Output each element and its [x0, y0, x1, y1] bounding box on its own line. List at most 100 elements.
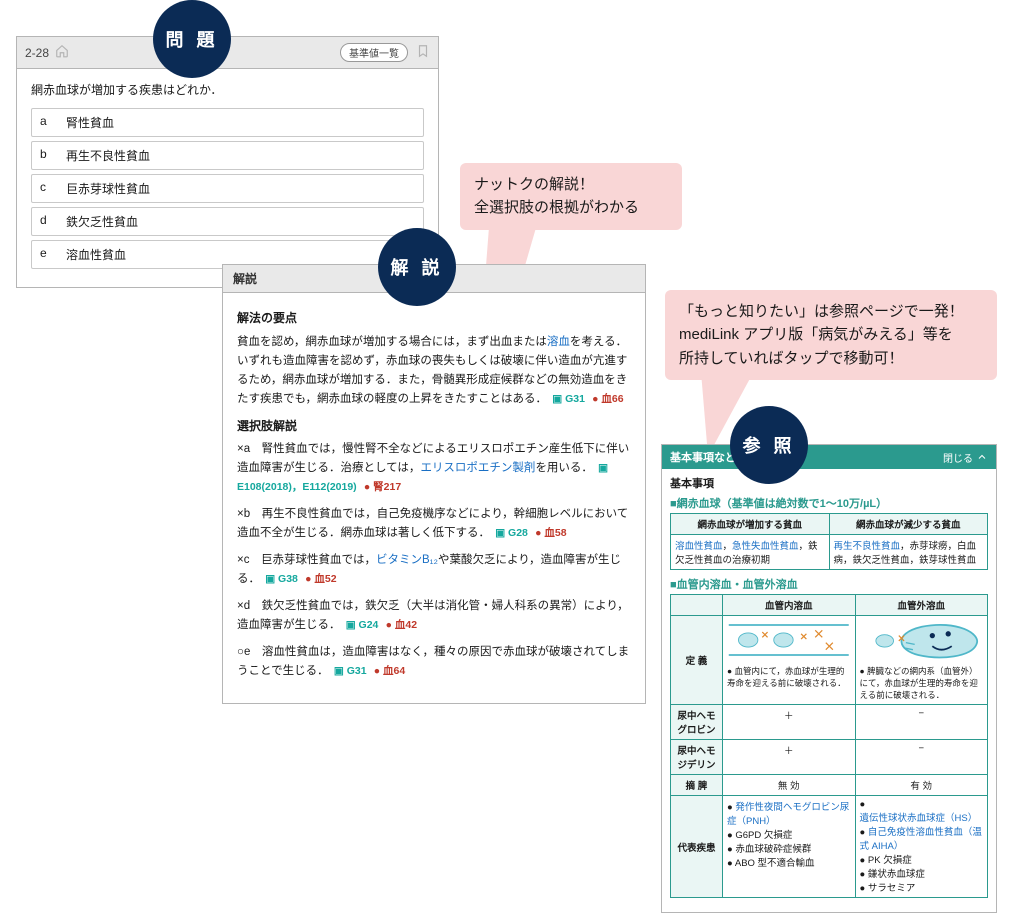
reference-sec2: ■血管内溶血・血管外溶血: [670, 576, 988, 592]
link[interactable]: 再生不良性貧血: [834, 541, 901, 552]
choice-text: 巨赤芽球性貧血: [66, 180, 150, 197]
question-panel: 2-28 基準値一覧 網赤血球が増加する疾患はどれか． a腎性貧血 b 再生不良性貧…: [16, 36, 439, 288]
explanation-subhead-1: 解法の要点: [237, 309, 631, 329]
item-text: 溶血性貧血は，造血障害はなく，種々の原因で赤血球が破壊されてしまうことで生じる．: [237, 646, 629, 677]
t1-head-0: 網赤血球が増加する貧血: [671, 514, 830, 535]
list-item: ● サラセミア: [860, 880, 984, 894]
t2-r3c2: 有 効: [855, 775, 988, 796]
choice-label: b: [40, 147, 54, 164]
question-number: 2-28: [25, 46, 49, 60]
explanation-body-1: 貧血を認め，網赤血球が増加する場合には，まず出血または溶血を考える．いずれも造血…: [237, 333, 631, 409]
reference-values-pill[interactable]: 基準値一覧: [340, 43, 408, 62]
list-item: ● 発作性夜間ヘモグロビン尿症（PNH）: [727, 799, 851, 827]
explanation-panel: 解説 解法の要点 貧血を認め，網赤血球が増加する場合には，まず出血または溶血を考…: [222, 264, 646, 704]
list-item: ● 鎌状赤血球症: [860, 866, 984, 880]
reference-title: 基本事項など: [670, 449, 736, 465]
t2-rowhead-4: 代表疾患: [671, 796, 723, 898]
reference-sec1: ■網赤血球（基準値は絶対数で1〜10万/µL）: [670, 495, 988, 511]
ref-tag[interactable]: ▣ G24: [346, 619, 379, 631]
list-item: ● PK 欠損症: [860, 852, 984, 866]
t2-rowhead-3: 摘 脾: [671, 775, 723, 796]
t2-r4c1: ● 発作性夜間ヘモグロビン尿症（PNH）● G6PD 欠損症● 赤血球破砕症候群…: [723, 796, 856, 898]
ref-tag[interactable]: ▣ G38: [265, 573, 298, 585]
t1-cell-0: 溶血性貧血，急性失血性貧血，鉄欠乏性貧血の治療初期: [671, 535, 830, 570]
t2-r0c1-note: ● 血管内にて，赤血球が生理的寿命を迎える前に破壊される．: [727, 665, 851, 689]
t2-r0c2: ● 脾臓などの網内系（血管外）にて，赤血球が生理的寿命を迎える前に破壊される．: [855, 616, 988, 705]
link[interactable]: 急性失血性貧血: [732, 541, 799, 552]
t2-rowhead-2: 尿中ヘモジデリン: [671, 740, 723, 775]
choice-label: c: [40, 180, 54, 197]
t2-head-2: 血管外溶血: [855, 595, 988, 616]
item-mark: ×b: [237, 508, 262, 520]
badge-question: 問 題: [153, 0, 231, 78]
ref-tag[interactable]: ● 血58: [535, 527, 566, 539]
item-text: 再生不良性貧血では，自己免疫機序などにより，幹細胞レベルにおいて造血不全が生じる…: [237, 508, 628, 539]
item-mark: ×c: [237, 554, 261, 566]
ref-tag[interactable]: ● 血64: [374, 665, 405, 677]
ref-tag[interactable]: ● 腎217: [364, 481, 401, 493]
reference-panel: 基本事項など 閉じる 基本事項 ■網赤血球（基準値は絶対数で1〜10万/µL） …: [661, 444, 997, 913]
ref-tag[interactable]: ▣ G31: [552, 393, 585, 405]
link[interactable]: 自己免疫性溶血性貧血（温式 AIHA）: [860, 827, 982, 852]
explanation-item: ×b 再生不良性貧血では，自己免疫機序などにより，幹細胞レベルにおいて造血不全が…: [237, 505, 631, 543]
list-item: ● ABO 型不適合輸血: [727, 855, 851, 869]
list-item: ● 遺伝性球状赤血球症（HS）: [860, 799, 984, 824]
choice-text: 再生不良性貧血: [66, 147, 150, 164]
reference-table-2: 血管内溶血 血管外溶血 定 義: [670, 594, 988, 898]
t2-r2c1: ＋: [723, 740, 856, 775]
badge-reference: 参 照: [730, 406, 808, 484]
ref-tag[interactable]: ▣ G31: [334, 665, 367, 677]
link[interactable]: 発作性夜間ヘモグロビン尿症（PNH）: [727, 802, 849, 827]
question-choice[interactable]: c 巨赤芽球性貧血: [31, 174, 424, 203]
item-text: 鉄欠乏性貧血では，鉄欠乏（大半は消化管・婦人科系の異常）により，造血障害が生じる…: [237, 600, 629, 631]
t1-head-1: 網赤血球が減少する貧血: [829, 514, 988, 535]
reference-h-basic: 基本事項: [670, 475, 988, 491]
choice-text: 鉄欠乏性貧血: [66, 213, 138, 230]
callout-line: ナットクの解説！: [474, 173, 668, 196]
explanation-subhead-2: 選択肢解説: [237, 417, 631, 437]
explanation-item: ×a 腎性貧血では，慢性腎不全などによるエリスロポエチン産生低下に伴い造血障害が…: [237, 440, 631, 497]
item-mark: ×a: [237, 443, 262, 455]
question-prompt: 網赤血球が増加する疾患はどれか．: [31, 81, 424, 98]
explanation-item: ×c 巨赤芽球性貧血では，ビタミンB₁₂や葉酸欠乏により，造血障害が生じる． ▣…: [237, 551, 631, 589]
ref-tag[interactable]: ● 血66: [592, 393, 623, 405]
question-choice[interactable]: a腎性貧血: [31, 108, 424, 137]
bookmark-icon[interactable]: [416, 43, 430, 62]
home-icon[interactable]: [55, 44, 69, 61]
choice-text: 溶血性貧血: [66, 246, 126, 263]
question-choice[interactable]: b 再生不良性貧血: [31, 141, 424, 170]
item-mark: ×d: [237, 600, 262, 612]
choice-label: d: [40, 213, 54, 230]
link[interactable]: 遺伝性球状赤血球症（HS）: [860, 813, 978, 824]
callout-line: 所持していればタップで移動可！: [679, 347, 983, 370]
illustration-extravascular: [860, 619, 984, 665]
ref-tag[interactable]: ● 血52: [305, 573, 336, 585]
link[interactable]: エリスロポエチン製剤: [420, 462, 535, 474]
ref-tag[interactable]: ▣ G28: [495, 527, 528, 539]
t2-r2c2: −: [855, 740, 988, 775]
item-text: を用いる．: [535, 462, 593, 474]
t2-rowhead-0: 定 義: [671, 616, 723, 705]
t2-r1c1: ＋: [723, 705, 856, 740]
link[interactable]: ビタミンB₁₂: [376, 554, 438, 566]
explanation-item: ○e 溶血性貧血は，造血障害はなく，種々の原因で赤血球が破壊されてしまうことで生…: [237, 643, 631, 681]
t1-cell-1: 再生不良性貧血，赤芽球癆，白血病，鉄欠乏性貧血，鉄芽球性貧血: [829, 535, 988, 570]
badge-explanation: 解 説: [378, 228, 456, 306]
list-item: ● 赤血球破砕症候群: [727, 841, 851, 855]
t2-r3c1: 無 効: [723, 775, 856, 796]
callout-explanation: ナットクの解説！ 全選択肢の根拠がわかる: [460, 163, 682, 230]
t2-head-1: 血管内溶血: [723, 595, 856, 616]
list-item: ● 自己免疫性溶血性貧血（温式 AIHA）: [860, 824, 984, 852]
callout-line: mediLink アプリ版「病気がみえる」等を: [679, 323, 983, 346]
ref-tag[interactable]: ● 血42: [386, 619, 417, 631]
t2-r1c2: −: [855, 705, 988, 740]
illustration-intravascular: [727, 619, 851, 665]
item-mark: ○e: [237, 646, 262, 658]
choice-label: e: [40, 246, 54, 263]
link-youketsu[interactable]: 溶血: [547, 336, 570, 348]
t2-r0c2-note: ● 脾臓などの網内系（血管外）にて，赤血球が生理的寿命を迎える前に破壊される．: [860, 665, 984, 701]
question-choice[interactable]: d 鉄欠乏性貧血: [31, 207, 424, 236]
link[interactable]: 溶血性貧血: [675, 541, 723, 552]
reference-table-1: 網赤血球が増加する貧血 網赤血球が減少する貧血 溶血性貧血，急性失血性貧血，鉄欠…: [670, 513, 988, 570]
close-button[interactable]: 閉じる: [943, 450, 988, 465]
